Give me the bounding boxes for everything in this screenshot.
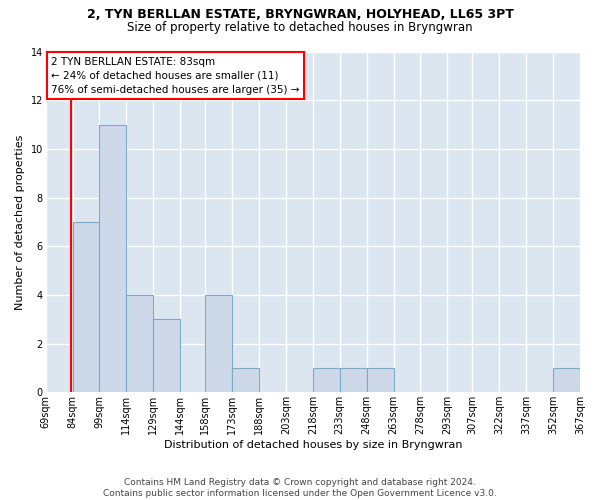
X-axis label: Distribution of detached houses by size in Bryngwran: Distribution of detached houses by size … [164, 440, 462, 450]
Bar [340, 368, 367, 392]
Text: 2, TYN BERLLAN ESTATE, BRYNGWRAN, HOLYHEAD, LL65 3PT: 2, TYN BERLLAN ESTATE, BRYNGWRAN, HOLYHE… [86, 8, 514, 20]
Bar [367, 368, 394, 392]
Bar [313, 368, 340, 392]
Text: Contains HM Land Registry data © Crown copyright and database right 2024.
Contai: Contains HM Land Registry data © Crown c… [103, 478, 497, 498]
Bar [232, 368, 259, 392]
Bar [205, 295, 232, 392]
Bar [100, 124, 127, 392]
Bar [73, 222, 100, 392]
Text: 2 TYN BERLLAN ESTATE: 83sqm
← 24% of detached houses are smaller (11)
76% of sem: 2 TYN BERLLAN ESTATE: 83sqm ← 24% of det… [51, 56, 299, 94]
Y-axis label: Number of detached properties: Number of detached properties [15, 134, 25, 310]
Bar [153, 320, 180, 392]
Text: Size of property relative to detached houses in Bryngwran: Size of property relative to detached ho… [127, 21, 473, 34]
Bar [127, 295, 153, 392]
Bar [553, 368, 580, 392]
